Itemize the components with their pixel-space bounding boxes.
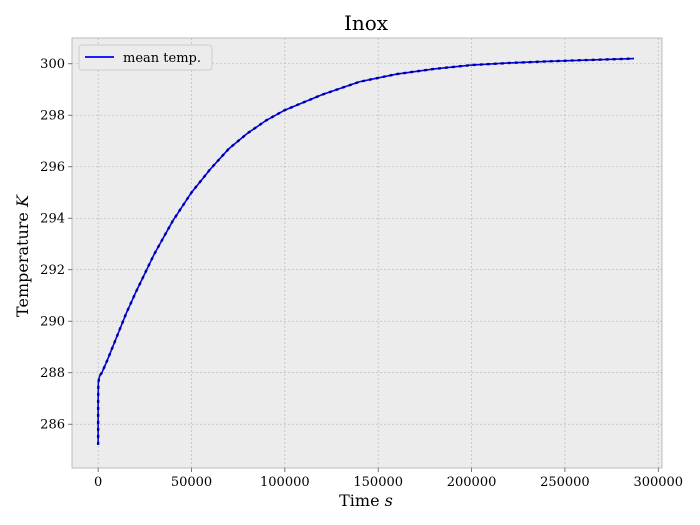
y-tick-label: 296: [40, 160, 65, 175]
x-axis-label: Time s: [339, 491, 393, 510]
y-tick-label: 298: [40, 109, 65, 124]
y-tick-label: 290: [40, 315, 65, 330]
legend-label: mean temp.: [123, 51, 201, 66]
y-axis-label: Temperature K: [13, 194, 32, 317]
x-tick-label: 0: [94, 475, 102, 490]
x-tick-label: 50000: [171, 475, 212, 490]
legend-box: [78, 44, 213, 71]
chart-title: Inox: [344, 11, 389, 35]
x-tick-label: 250000: [540, 475, 590, 490]
series-line-dashed: [96, 57, 635, 445]
y-tick-label: 292: [40, 263, 65, 278]
x-axis-unit: s: [385, 491, 393, 510]
plot-area: [71, 37, 663, 469]
y-tick-label: 294: [40, 212, 65, 227]
plot-background: [71, 37, 663, 469]
y-tick-label: 300: [40, 57, 65, 72]
x-tick-label: 200000: [447, 475, 497, 490]
x-tick-label: 300000: [633, 475, 683, 490]
y-axis: 286 288 290 292 294 296 298 300: [40, 57, 72, 433]
y-axis-unit: K: [13, 194, 32, 208]
legend: mean temp.: [78, 44, 213, 71]
x-tick-label: 150000: [353, 475, 403, 490]
y-tick-label: 288: [40, 366, 65, 381]
y-tick-label: 286: [40, 418, 65, 433]
series-layer: [96, 57, 635, 445]
x-tick-label: 100000: [260, 475, 310, 490]
x-axis: 0 50000 100000 150000 200000 250000 300000: [94, 468, 683, 490]
